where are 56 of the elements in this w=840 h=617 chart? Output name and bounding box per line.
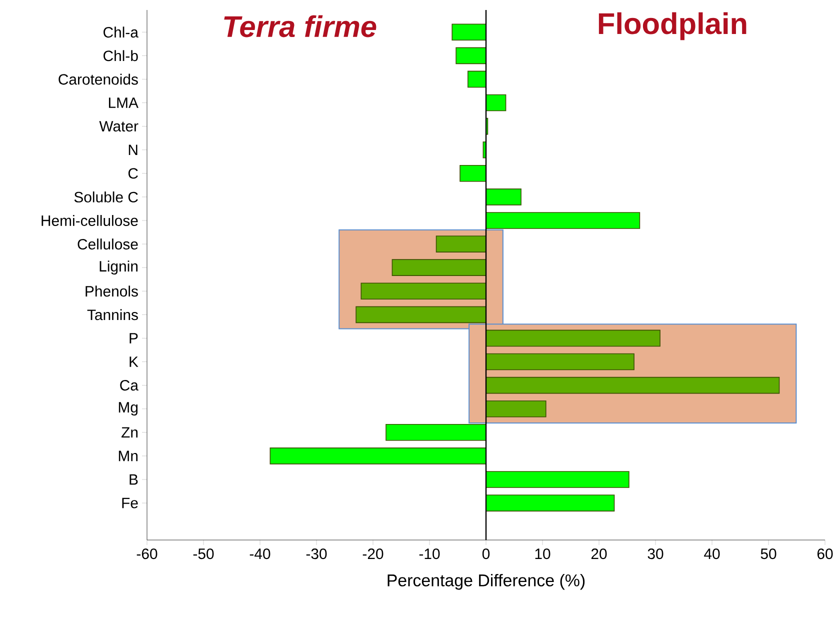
bar — [486, 188, 522, 206]
y-tick-label: K — [130, 356, 138, 367]
x-tick-label: -40 — [250, 548, 270, 560]
x-tick-label: -50 — [193, 548, 214, 560]
bar — [386, 424, 486, 441]
x-tick-label: 10 — [535, 548, 550, 560]
y-tick-label: Phenols — [86, 286, 138, 297]
x-tick-label: 0 — [482, 548, 490, 560]
bar — [456, 47, 486, 64]
x-tick-label: -60 — [136, 548, 158, 560]
y-tick-label: Cellulose — [78, 238, 138, 250]
bar — [436, 236, 486, 252]
bar — [486, 330, 660, 347]
y-tick-label: B — [130, 474, 138, 485]
x-tick-label: 60 — [817, 548, 833, 560]
y-tick-label: Lignin — [100, 260, 138, 275]
bar — [486, 376, 780, 394]
bar — [452, 24, 486, 41]
x-axis-title: Percentage Difference (%) — [388, 574, 585, 590]
bar — [486, 400, 546, 418]
y-tick-label: Chl-b — [104, 50, 138, 62]
y-tick-label: Fe — [122, 498, 138, 508]
bar — [486, 494, 615, 512]
y-tick-label: N — [128, 144, 138, 155]
y-tick-label: Zn — [122, 427, 138, 438]
y-tick-label: Tannins — [87, 309, 138, 320]
x-tick-label: 20 — [591, 548, 607, 560]
bar — [356, 306, 486, 324]
y-tick-label: Soluble C — [74, 191, 138, 202]
bar — [270, 448, 486, 464]
bar — [486, 353, 634, 370]
x-tick-label: 30 — [648, 548, 664, 560]
y-tick-label: Ca — [120, 380, 138, 391]
y-tick-label: Mg — [118, 402, 138, 416]
bar — [460, 164, 486, 182]
y-tick-label: Mn — [118, 450, 138, 462]
bar — [486, 471, 630, 488]
y-tick-label: Water — [99, 121, 138, 132]
y-tick-label: Chl-a — [104, 26, 138, 38]
bar — [468, 70, 486, 88]
y-tick-label: C — [128, 168, 138, 179]
y-tick-label: Carotenoids — [58, 74, 138, 85]
y-tick-label: Hemi-cellulose — [42, 215, 138, 226]
y-tick-label: LMA — [108, 98, 138, 108]
bar — [392, 259, 486, 276]
x-tick-label: 40 — [704, 548, 720, 560]
annotation: Floodplain — [598, 12, 746, 40]
bar — [360, 282, 486, 300]
x-tick-label: -10 — [419, 548, 440, 560]
x-tick-label: -20 — [362, 548, 384, 560]
x-tick-label: -30 — [306, 548, 327, 560]
bar — [486, 212, 640, 229]
bar — [486, 94, 506, 112]
y-tick-label: P — [130, 333, 138, 344]
annotation: Terra firme — [224, 15, 376, 38]
x-tick-label: 50 — [760, 548, 776, 560]
